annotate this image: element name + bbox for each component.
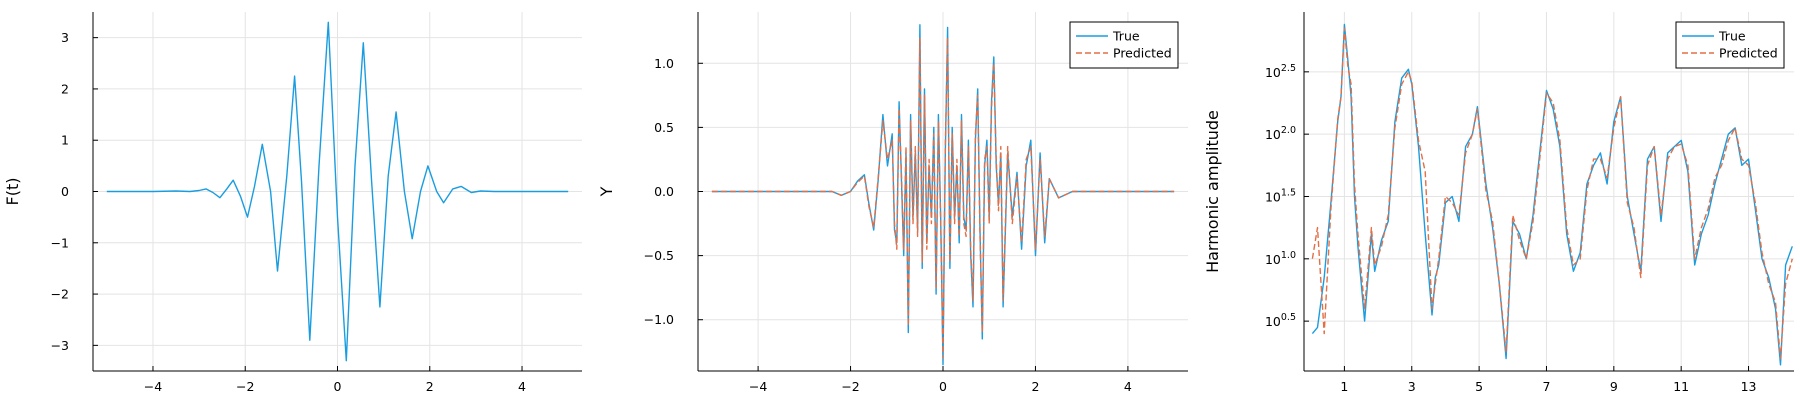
y-axis-title: F(t) bbox=[3, 178, 22, 206]
y-tick-label: 3 bbox=[61, 30, 69, 45]
y-tick-label: 100.5 bbox=[1265, 312, 1296, 329]
y-tick-label: 101.0 bbox=[1265, 250, 1296, 267]
x-tick-label: −2 bbox=[841, 379, 859, 394]
x-tick-label: 11 bbox=[1673, 379, 1689, 394]
x-tick-label: 9 bbox=[1610, 379, 1618, 394]
y-tick-label: 102.0 bbox=[1265, 125, 1296, 142]
x-tick-label: 2 bbox=[426, 379, 434, 394]
y-tick-label: 0.0 bbox=[654, 184, 674, 199]
x-tick-label: 5 bbox=[1475, 379, 1483, 394]
y-tick-label: 102.5 bbox=[1265, 63, 1296, 80]
y-tick-label: −3 bbox=[51, 338, 69, 353]
legend-label: True bbox=[1112, 29, 1140, 44]
x-tick-label: −4 bbox=[749, 379, 767, 394]
x-tick-label: 13 bbox=[1741, 379, 1757, 394]
legend-label: True bbox=[1718, 29, 1746, 44]
y-tick-label: 0.5 bbox=[654, 120, 674, 135]
series-line-true bbox=[1311, 23, 1793, 366]
y-axis-title: Y bbox=[597, 186, 616, 197]
y-tick-label: 101.5 bbox=[1265, 187, 1296, 204]
x-tick-label: 2 bbox=[1031, 379, 1039, 394]
y-axis-title: Harmonic amplitude bbox=[1203, 110, 1222, 273]
x-tick-label: 0 bbox=[334, 379, 342, 394]
y-tick-label: −1.0 bbox=[644, 312, 674, 327]
series-line-f bbox=[106, 21, 569, 362]
legend-label: Predicted bbox=[1719, 46, 1778, 61]
x-tick-label: 0 bbox=[939, 379, 947, 394]
legend-box bbox=[1069, 21, 1179, 69]
legend-box bbox=[1675, 21, 1785, 69]
series-line-predicted bbox=[1311, 27, 1793, 360]
x-tick-label: 1 bbox=[1340, 379, 1348, 394]
y-tick-label: 2 bbox=[61, 81, 69, 96]
x-tick-label: 4 bbox=[518, 379, 526, 394]
y-tick-label: 0 bbox=[61, 184, 69, 199]
x-tick-label: −2 bbox=[236, 379, 254, 394]
legend-label: Predicted bbox=[1113, 46, 1172, 61]
y-tick-label: −2 bbox=[51, 287, 69, 302]
panel-forcing: −4 −2 0 2 4 −3 −2 −1 0 1 2 3 F(t) bbox=[3, 12, 582, 394]
series-line-predicted bbox=[711, 36, 1175, 359]
x-tick-label: −4 bbox=[144, 379, 162, 394]
x-tick-label: 3 bbox=[1408, 379, 1416, 394]
x-tick-label: 7 bbox=[1542, 379, 1550, 394]
y-tick-label: 1 bbox=[61, 133, 69, 148]
y-tick-label: 1.0 bbox=[654, 56, 674, 71]
panel-response: −4 −2 0 2 4 −1.0 −0.5 0.0 0.5 1.0 Y True Predicted bbox=[597, 12, 1188, 394]
x-tick-label: 4 bbox=[1124, 379, 1132, 394]
y-tick-label: −1 bbox=[51, 235, 69, 250]
y-tick-label: −0.5 bbox=[644, 248, 674, 263]
panel-harmonics: 1 3 5 7 9 11 13100.5101.0101.5102.0102.5Harmon… bbox=[1203, 12, 1794, 394]
